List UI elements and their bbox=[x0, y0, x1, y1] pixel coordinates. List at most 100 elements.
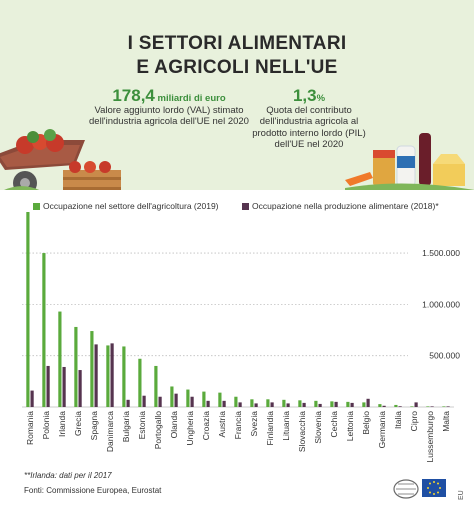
wheelbarrow-illustration bbox=[0, 129, 121, 190]
x-category-label: Romania bbox=[25, 411, 35, 445]
bar-food-production bbox=[94, 344, 98, 407]
header-banner: I SETTORI ALIMENTARI E AGRICOLI NELL'UE … bbox=[0, 0, 474, 190]
legend-swatch-food-production bbox=[242, 203, 249, 210]
bar-agriculture bbox=[266, 399, 270, 407]
x-category-label: Francia bbox=[233, 411, 243, 440]
x-category-label: Estonia bbox=[137, 411, 147, 440]
x-category-label: Germania bbox=[377, 411, 387, 449]
bar-food-production bbox=[206, 400, 210, 407]
stat-gdp-share: 1,3% Quota del contributo dell'industria… bbox=[248, 87, 370, 151]
x-category-label: Ungheria bbox=[185, 411, 195, 446]
bar-agriculture bbox=[218, 392, 222, 407]
bar-agriculture bbox=[282, 399, 286, 407]
bar-agriculture bbox=[346, 401, 350, 407]
legend-label-food-production: Occupazione nella produzione alimentare … bbox=[252, 201, 439, 211]
legend-swatch-agriculture bbox=[33, 203, 40, 210]
bar-food-production bbox=[254, 403, 258, 407]
bar-agriculture bbox=[378, 404, 382, 407]
x-category-label: Lituania bbox=[281, 411, 291, 441]
stat-gdp-value: 1,3 bbox=[292, 86, 317, 105]
stat-gva-value: 178,4 bbox=[112, 86, 155, 105]
x-category-label: Cechia bbox=[329, 411, 339, 438]
bar-agriculture bbox=[186, 389, 190, 407]
bar-food-production bbox=[446, 406, 450, 407]
bar-food-production bbox=[30, 390, 34, 407]
bar-agriculture bbox=[442, 406, 446, 407]
x-category-label: Lussemburgo bbox=[425, 411, 435, 463]
bar-agriculture bbox=[426, 406, 430, 407]
bar-food-production bbox=[302, 402, 306, 407]
bar-food-production bbox=[430, 406, 434, 407]
employment-bar-chart: 500.000 1.000.000 1.500.000 Romania Polonia I… bbox=[22, 212, 460, 463]
x-category-label: Austria bbox=[217, 411, 227, 438]
x-category-label: Danimarca bbox=[105, 411, 115, 452]
bar-agriculture bbox=[314, 400, 318, 407]
x-category-label: Irlanda bbox=[57, 411, 67, 437]
bar-food-production bbox=[142, 395, 146, 407]
x-category-label: Slovacchia bbox=[297, 411, 307, 452]
bar-food-production bbox=[286, 403, 290, 407]
stat-gva-description: Valore aggiunto lordo (VAL) stimato dell… bbox=[89, 104, 249, 128]
bar-agriculture bbox=[90, 331, 94, 407]
bar-food-production bbox=[350, 402, 354, 407]
y-tick-label: 1.500.000 bbox=[422, 248, 460, 258]
food-products-illustration bbox=[345, 133, 474, 190]
footnote-ireland: **Irlanda: dati per il 2017 bbox=[24, 471, 112, 480]
bar-food-production bbox=[190, 396, 194, 407]
bar-agriculture bbox=[234, 396, 238, 407]
x-category-label: Cipro bbox=[409, 411, 419, 432]
bar-agriculture bbox=[26, 212, 30, 407]
x-category-label: Finlandia bbox=[265, 411, 275, 446]
source-note: Fonti: Commissione Europea, Eurostat bbox=[24, 486, 162, 495]
bar-food-production bbox=[270, 402, 274, 407]
x-category-label: Malta bbox=[441, 411, 451, 432]
bar-food-production bbox=[174, 393, 178, 407]
x-category-label: Grecia bbox=[73, 411, 83, 436]
x-category-label: Bulgaria bbox=[121, 411, 131, 442]
bar-food-production bbox=[46, 365, 50, 407]
bar-food-production bbox=[334, 401, 338, 407]
bar-agriculture bbox=[250, 399, 254, 407]
x-category-label: Polonia bbox=[41, 411, 51, 440]
x-category-label: Belgio bbox=[361, 411, 371, 435]
bar-food-production bbox=[398, 406, 402, 407]
bar-agriculture bbox=[410, 406, 414, 407]
bar-agriculture bbox=[202, 391, 206, 407]
y-tick-label: 1.000.000 bbox=[422, 299, 460, 309]
legend-label-agriculture: Occupazione nel settore dell'agricoltura… bbox=[43, 201, 219, 211]
bar-food-production bbox=[382, 405, 386, 407]
bar-food-production bbox=[126, 399, 130, 407]
bar-food-production bbox=[238, 402, 242, 407]
page-title-line1: I SETTORI ALIMENTARI bbox=[127, 33, 347, 54]
x-category-label: Croazia bbox=[201, 411, 211, 441]
bar-agriculture bbox=[298, 400, 302, 407]
stat-gdp-unit: % bbox=[316, 93, 326, 104]
x-category-label: Italia bbox=[393, 411, 403, 429]
bar-agriculture bbox=[154, 365, 158, 407]
stat-gdp-description: Quota del contributo dell'industria agri… bbox=[252, 104, 366, 151]
bar-food-production bbox=[78, 370, 82, 407]
bar-food-production bbox=[318, 403, 322, 407]
stat-gva: 178,4 miliardi di euro Valore aggiunto l… bbox=[88, 87, 250, 128]
y-tick-label: 500.000 bbox=[429, 351, 460, 361]
x-category-label: Spagna bbox=[89, 411, 99, 441]
bar-food-production bbox=[414, 402, 418, 407]
x-category-label: Portogallo bbox=[153, 411, 163, 450]
x-category-label: Svezia bbox=[249, 411, 259, 437]
european-parliament-logo bbox=[393, 479, 446, 499]
x-category-label: Slovenia bbox=[313, 411, 323, 444]
bar-agriculture bbox=[362, 402, 366, 407]
x-category-label: Olanda bbox=[169, 411, 179, 439]
bar-agriculture bbox=[170, 386, 174, 407]
bar-food-production bbox=[366, 398, 370, 407]
bar-food-production bbox=[158, 396, 162, 407]
bar-agriculture bbox=[394, 404, 398, 407]
bar-food-production bbox=[62, 366, 66, 407]
bar-agriculture bbox=[58, 311, 62, 407]
bar-agriculture bbox=[74, 326, 78, 407]
stat-gva-unit: miliardi di euro bbox=[157, 93, 226, 104]
x-category-label: Lettonia bbox=[345, 411, 355, 442]
bar-agriculture bbox=[106, 345, 110, 407]
bar-agriculture bbox=[138, 358, 142, 407]
bar-food-production bbox=[222, 400, 226, 407]
